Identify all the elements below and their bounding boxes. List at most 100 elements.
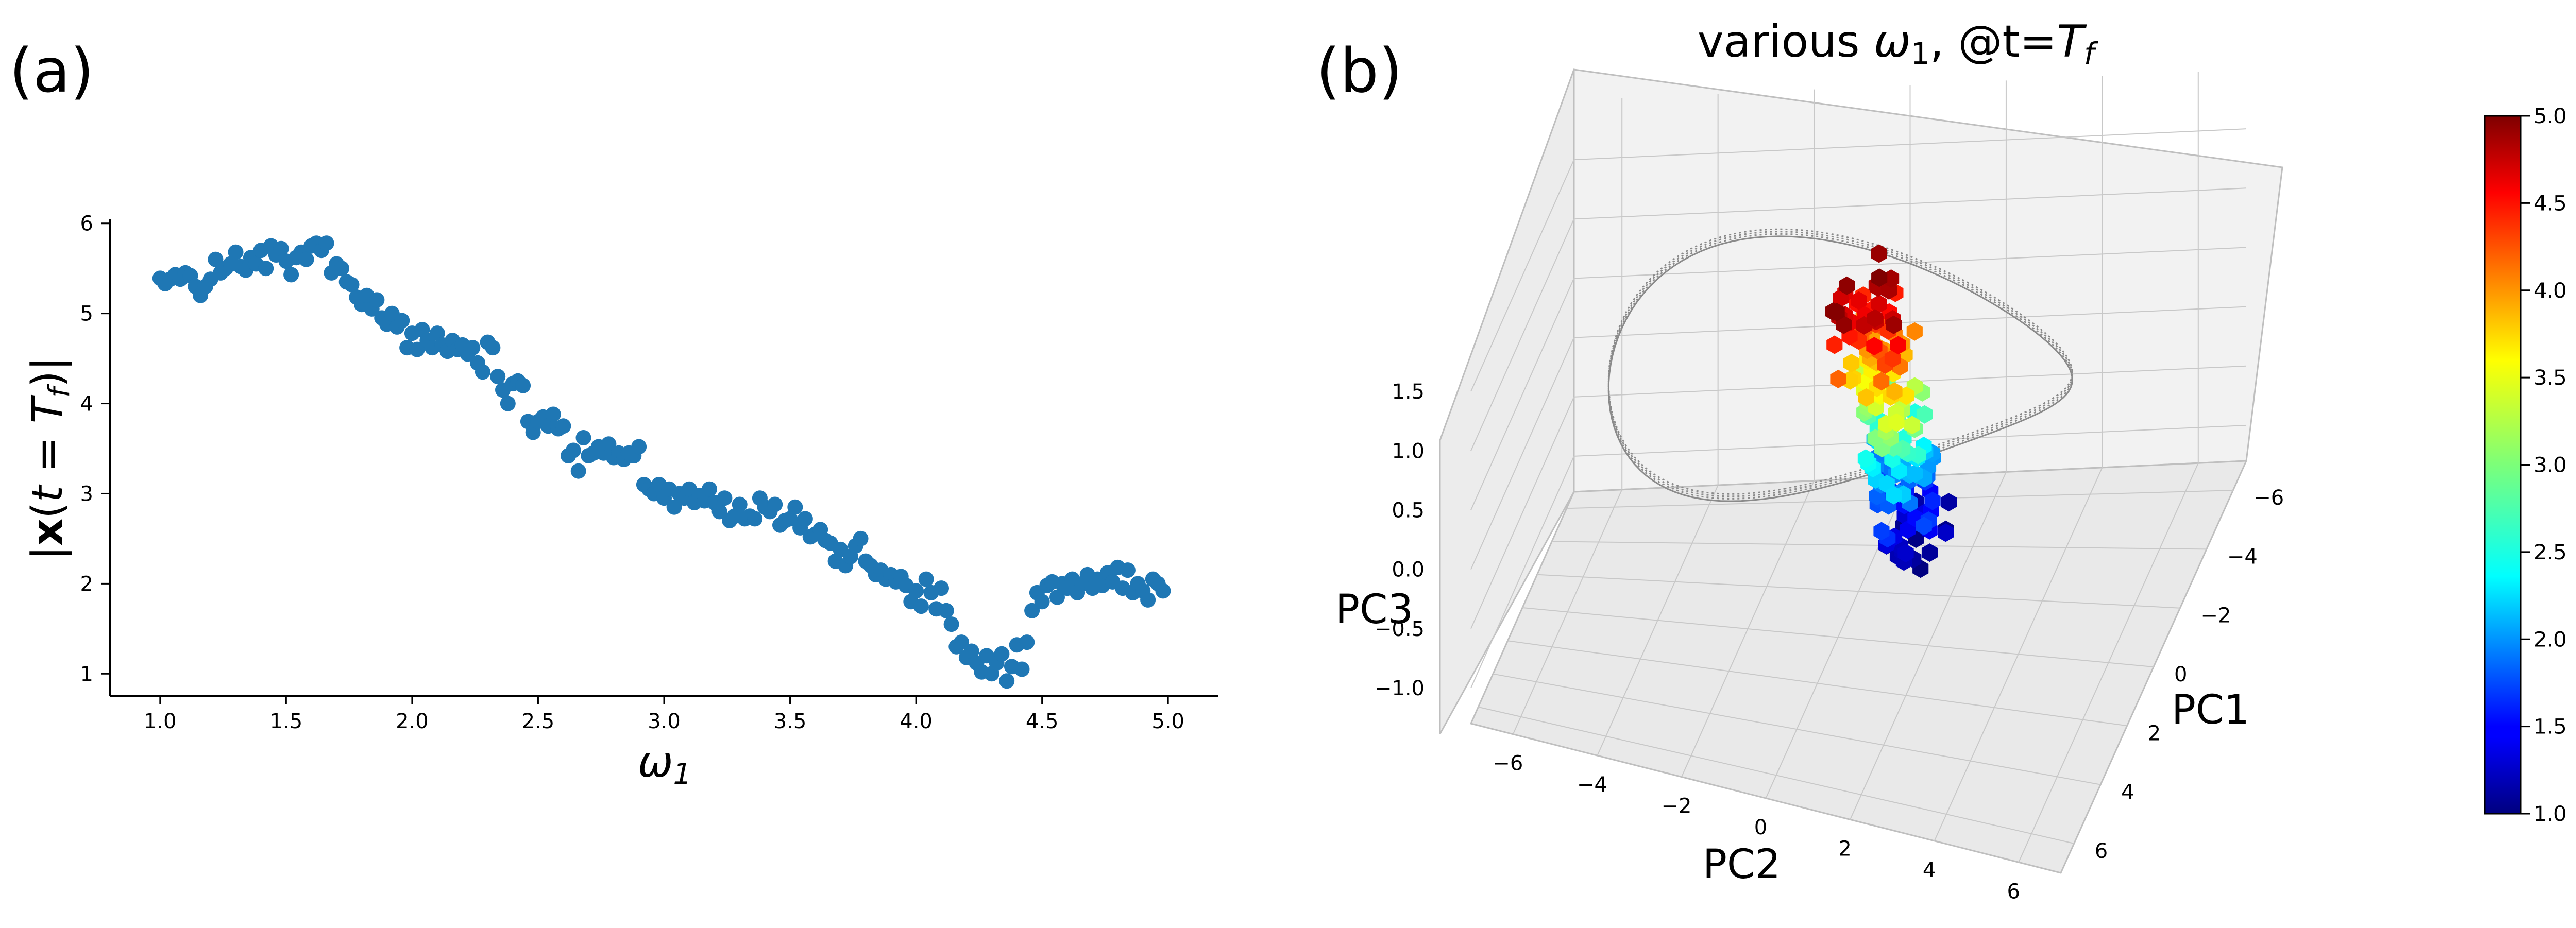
panel-a-x-ticks: 1.0 1.5 2.0 2.5 3.0 3.5 4.0 4.5 5.0 xyxy=(144,696,1184,733)
pc-point xyxy=(1836,315,1852,334)
data-point xyxy=(515,377,531,393)
colorbar-tick-label: 2.5 xyxy=(2534,541,2567,564)
colorbar-tick-label: 5.0 xyxy=(2534,105,2567,128)
pc-point xyxy=(1871,295,1887,314)
data-point xyxy=(999,673,1015,689)
trajectory-line xyxy=(1607,231,2073,497)
panel-a-points xyxy=(152,235,1171,689)
wall-gridline xyxy=(1573,187,2247,220)
y-tick-label: 1 xyxy=(80,662,93,686)
data-point xyxy=(570,463,586,479)
pc1-tick-label: 0 xyxy=(2174,663,2187,686)
pc1-label: PC1 xyxy=(2172,687,2249,733)
data-point xyxy=(258,261,274,277)
x-tick-label: 2.0 xyxy=(396,710,429,733)
pc-point xyxy=(1884,349,1901,368)
data-point xyxy=(318,235,334,251)
data-point xyxy=(954,634,970,650)
panel-a-label: (a) xyxy=(9,35,94,106)
wall-gridline xyxy=(1470,159,1574,392)
data-point xyxy=(1019,634,1035,650)
pc-point xyxy=(1871,244,1887,263)
pc2-label: PC2 xyxy=(1703,841,1781,888)
wall-gridline xyxy=(1470,337,1574,570)
data-point xyxy=(1049,589,1065,605)
data-point xyxy=(717,490,733,506)
data-point xyxy=(747,511,763,527)
x-tick-label: 4.0 xyxy=(900,710,933,733)
data-point xyxy=(575,430,591,445)
pc2-tick-label: −4 xyxy=(1577,773,1607,797)
pc-point xyxy=(1839,276,1855,295)
data-point xyxy=(369,292,385,308)
pc2-tick-label: 0 xyxy=(1754,816,1767,839)
data-point xyxy=(913,598,929,614)
data-point xyxy=(545,406,561,422)
pc-point xyxy=(1921,543,1938,562)
pc-point xyxy=(1940,493,1957,512)
data-point xyxy=(938,603,954,618)
panel-a-plot: 1.0 1.5 2.0 2.5 3.0 3.5 4.0 4.5 5.0 1 2 3 4 5 6 ω1 |x… xyxy=(23,212,1218,791)
pc-point xyxy=(1886,486,1902,505)
data-point xyxy=(344,277,360,293)
trajectory-line xyxy=(1607,235,2073,502)
pc1-tick-label: −6 xyxy=(2253,486,2284,510)
pc2-tick-label: 6 xyxy=(2007,880,2020,903)
pc-point xyxy=(1871,268,1888,287)
wall-gridline xyxy=(1470,397,1574,629)
colorbar-tick-label: 1.0 xyxy=(2534,802,2567,826)
data-point xyxy=(908,583,924,599)
trajectory-loop xyxy=(1607,228,2073,502)
wall-gridline xyxy=(1573,128,2247,161)
x-tick-label: 3.5 xyxy=(774,710,807,733)
data-point xyxy=(394,313,410,329)
pc-point xyxy=(1888,413,1905,432)
floor-gridline xyxy=(2018,462,2199,863)
data-point xyxy=(283,267,299,283)
pc-point xyxy=(1867,309,1883,328)
data-point xyxy=(1120,562,1136,578)
data-point xyxy=(943,616,959,632)
x-tick-label: 2.5 xyxy=(522,710,555,733)
pc2-tick-label: −2 xyxy=(1661,795,1691,818)
pc-point xyxy=(1897,544,1914,563)
data-point xyxy=(732,496,748,512)
panel-b-points xyxy=(1825,244,1957,578)
pc-point xyxy=(1924,491,1941,510)
data-point xyxy=(797,511,813,527)
data-point xyxy=(782,511,798,527)
pc3-tick-label: 0.0 xyxy=(1392,558,1425,582)
panel-a-ylabel: |x(t = Tf)| xyxy=(23,357,76,560)
colorbar-ticks: 1.0 1.5 2.0 2.5 3.0 3.5 4.0 4.5 5.0 xyxy=(2521,105,2567,826)
colorbar-tick-label: 4.0 xyxy=(2534,279,2567,303)
data-point xyxy=(490,369,506,385)
y-tick-label: 4 xyxy=(80,392,93,416)
colorbar-tick-label: 3.5 xyxy=(2534,366,2567,390)
pc-point xyxy=(1906,322,1923,341)
pc3-tick-label: 0.5 xyxy=(1392,499,1425,522)
pc1-tick-label: −2 xyxy=(2200,604,2231,628)
pc3-tick-label: 1.0 xyxy=(1392,439,1425,463)
data-point xyxy=(500,396,516,411)
pc-point xyxy=(1873,372,1890,391)
y-tick-label: 6 xyxy=(80,212,93,236)
pc1-tick-label: 2 xyxy=(2148,721,2161,745)
pc3-tick-label: −1.0 xyxy=(1375,677,1425,700)
panel-b-3d-axes: −6 −4 −2 0 2 4 6 −6 −4 −2 0 2 4 6 −1.0 −0.5 0.0 0.5 1.0 1.5… xyxy=(1335,68,2284,903)
data-point xyxy=(409,341,425,357)
data-point xyxy=(918,571,934,587)
floor-gridline xyxy=(1507,640,2127,727)
x-tick-label: 4.5 xyxy=(1026,710,1059,733)
pc1-tick-label: 4 xyxy=(2121,781,2134,804)
pc1-tick-label: −4 xyxy=(2227,545,2258,569)
pc-point xyxy=(1851,291,1867,310)
pc3-tick-label: 1.5 xyxy=(1392,380,1425,404)
wall-gridline xyxy=(1573,306,2247,338)
data-point xyxy=(631,439,647,455)
data-point xyxy=(994,646,1010,662)
data-point xyxy=(208,251,224,267)
panel-b-title: various ω1, @t=Tf xyxy=(1698,16,2098,71)
pc-point xyxy=(1938,523,1954,542)
data-point xyxy=(565,442,581,458)
